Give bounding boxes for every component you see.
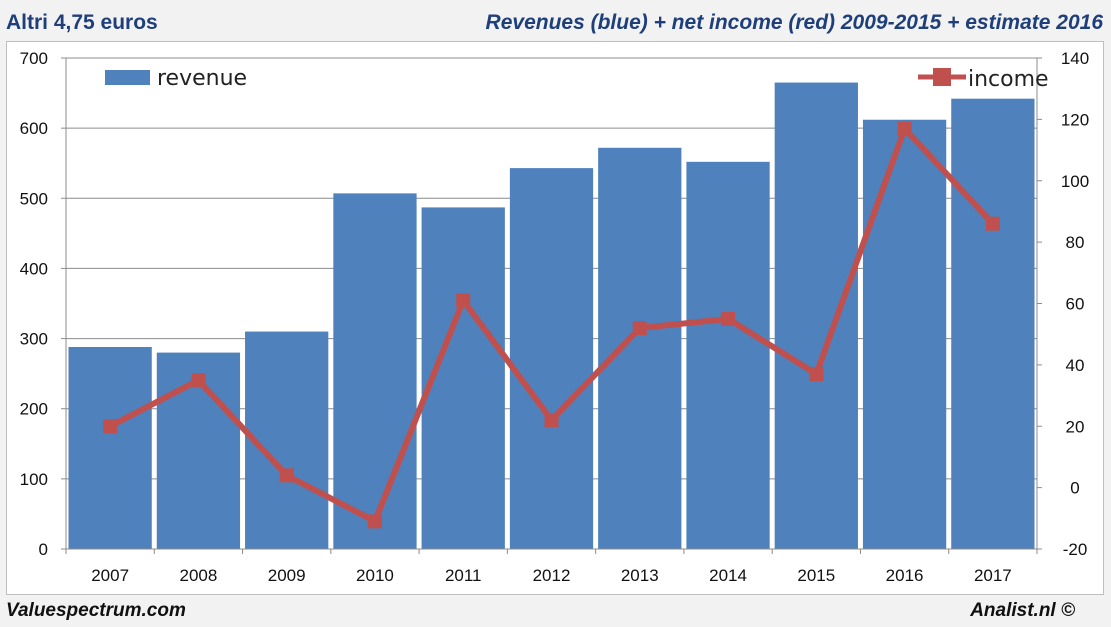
income-point-2017: [985, 216, 1000, 231]
left-tick-label: 500: [20, 189, 48, 208]
revenue-bar-2014: [686, 161, 770, 549]
x-tick-label: 2017: [974, 566, 1012, 585]
x-tick-label: 2013: [621, 566, 659, 585]
right-tick-label: 80: [1066, 233, 1085, 252]
revenue-bar-2015: [774, 82, 858, 550]
left-tick-label: 100: [20, 470, 48, 489]
right-tick-label: 20: [1066, 417, 1085, 436]
revenue-bar-2012: [509, 168, 594, 550]
revenue-bar-2009: [245, 331, 329, 549]
footer-source: Valuespectrum.com: [6, 600, 186, 621]
income-point-2011: [456, 293, 471, 308]
income-point-2007: [103, 419, 118, 434]
revenue-bar-2017: [951, 98, 1035, 549]
right-axis-ticks: -20 0 20 40 60 80 100 120 140: [1061, 49, 1089, 559]
chart-title-right: Revenues (blue) + net income (red) 2009-…: [485, 11, 1103, 34]
x-tick-label: 2015: [797, 566, 835, 585]
left-tick-label: 300: [20, 330, 48, 349]
income-point-2008: [191, 373, 206, 388]
income-point-2013: [632, 321, 647, 336]
x-tick-label: 2012: [533, 566, 571, 585]
revenue-bar-2016: [862, 119, 947, 550]
revenue-bar-2007: [68, 346, 152, 549]
income-point-2009: [279, 468, 294, 483]
x-tick-label: 2016: [886, 566, 924, 585]
income-line-group: [103, 121, 1000, 529]
right-tick-label: 100: [1061, 172, 1089, 191]
x-tick-label: 2007: [91, 566, 129, 585]
left-tick-label: 400: [20, 259, 48, 278]
left-tick-label: 200: [20, 400, 48, 419]
x-tick-label: 2011: [445, 566, 482, 585]
revenue-bar-2010: [333, 193, 417, 549]
legend: revenue income: [105, 66, 1049, 92]
left-axis-ticks: 0 100 200 300 400 500 600 700: [20, 49, 48, 559]
legend-revenue-swatch: [105, 70, 150, 85]
right-tick-label: -20: [1063, 540, 1088, 559]
left-tick-label: 600: [20, 119, 48, 138]
left-tick-label: 0: [39, 540, 48, 559]
x-tick-label: 2010: [356, 566, 394, 585]
legend-income-marker: [933, 68, 951, 86]
right-tick-label: 40: [1066, 356, 1085, 375]
x-tick-label: 2014: [709, 566, 747, 585]
x-tick-label: 2008: [179, 566, 217, 585]
x-tick-label: 2009: [268, 566, 306, 585]
legend-income-label: income: [968, 67, 1049, 92]
right-tick-label: 60: [1066, 295, 1085, 314]
right-tick-label: 0: [1070, 479, 1079, 498]
right-tick-label: 140: [1061, 49, 1089, 68]
income-point-2016: [897, 121, 912, 136]
income-point-2010: [367, 514, 382, 529]
axes: [61, 57, 1042, 554]
income-point-2015: [809, 367, 824, 382]
x-axis-ticks: 2007 2008 2009 2010 2011 2012 2013 2014 2015 2016…: [91, 566, 1012, 585]
footer-credit: Analist.nl ©: [970, 600, 1075, 621]
revenue-bars: [68, 82, 1035, 550]
revenue-bar-2011: [421, 207, 505, 549]
income-point-2012: [544, 413, 559, 428]
right-tick-label: 120: [1061, 110, 1089, 129]
income-point-2014: [721, 311, 736, 326]
chart-title-left: Altri 4,75 euros: [6, 11, 158, 34]
left-tick-label: 700: [20, 49, 48, 68]
legend-revenue-label: revenue: [157, 66, 247, 91]
revenue-bar-2013: [598, 147, 682, 550]
